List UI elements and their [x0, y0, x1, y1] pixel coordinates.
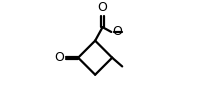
Text: O: O: [98, 1, 108, 14]
Text: O: O: [112, 26, 122, 38]
Text: O: O: [55, 51, 64, 64]
